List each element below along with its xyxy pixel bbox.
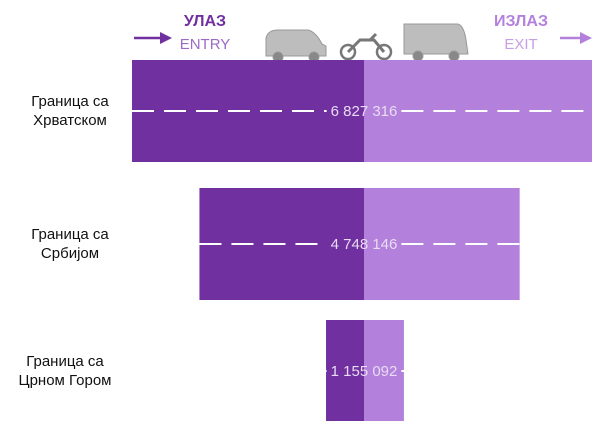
- legend-title: УЛАЗ: [184, 13, 226, 30]
- total-label: 1 155 092: [331, 363, 398, 380]
- van-icon: [403, 23, 469, 55]
- total-label: 6 827 316: [331, 103, 398, 120]
- car-icon: [265, 29, 327, 57]
- legend-label: EXIT: [504, 36, 537, 53]
- wheel: [448, 50, 460, 62]
- moto-wheel: [375, 43, 393, 61]
- wheel: [412, 50, 424, 62]
- arrow-head: [580, 32, 592, 44]
- category-label: Граница са Србијом: [31, 226, 109, 262]
- bar-entry: [326, 320, 364, 421]
- moto-frame: [346, 32, 386, 54]
- legend-label: ENTRY: [180, 36, 231, 53]
- bar-exit: [364, 320, 404, 421]
- legend-title: ИЗЛАЗ: [494, 13, 548, 30]
- total-label: 4 748 146: [331, 236, 398, 253]
- category-label: Граница са Хрватском: [31, 93, 109, 129]
- category-label: Граница са Црном Гором: [18, 353, 112, 389]
- legend-exit: ИЗЛАЗ EXIT: [494, 13, 592, 53]
- arrow-head: [160, 32, 172, 44]
- legend-entry: УЛАЗ ENTRY: [134, 13, 230, 53]
- moto-wheel: [339, 43, 357, 61]
- vehicle-icons: [265, 23, 469, 63]
